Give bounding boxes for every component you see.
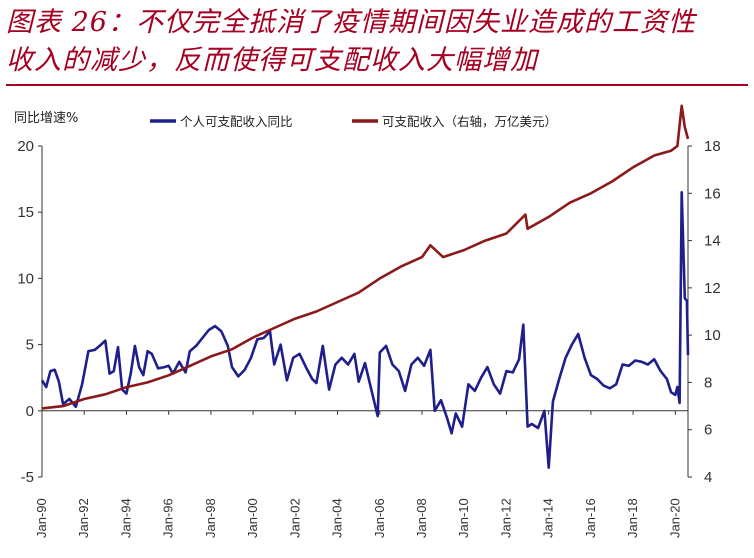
x-tick-label: Jan-02	[287, 498, 302, 538]
y-right-tick-label: 14	[704, 233, 721, 250]
x-tick-label: Jan-20	[667, 498, 682, 538]
y-right-tick-label: 6	[704, 422, 712, 439]
series-line-disposable-income	[41, 104, 690, 410]
series-line-income-yoy	[40, 191, 690, 469]
y-left-tick-label: 5	[26, 337, 34, 354]
x-tick-label: Jan-96	[161, 498, 176, 538]
title-line-1: 图表 26：不仅完全抵消了疫情期间因失业造成的工资性	[6, 7, 696, 38]
series-group	[40, 104, 690, 469]
x-tick-label: Jan-06	[372, 498, 387, 538]
y-right-tick-label: 12	[704, 280, 721, 297]
x-tick-label: Jan-18	[625, 498, 640, 538]
title-rule	[6, 84, 748, 86]
x-tick-label: Jan-14	[541, 498, 556, 538]
y-left-tick-label: 0	[26, 403, 34, 420]
y-left-tick-label: 20	[17, 138, 34, 155]
y-right-tick-label: 16	[704, 185, 721, 202]
chart-title: 图表 26：不仅完全抵消了疫情期间因失业造成的工资性 收入的减少，反而使得可支配…	[6, 4, 750, 80]
x-tick-label: Jan-92	[76, 498, 91, 538]
x-tick-label: Jan-04	[330, 498, 345, 538]
y-right-tick-label: 18	[704, 138, 721, 155]
legend: 个人可支配收入同比 可支配收入（右轴，万亿美元）	[150, 114, 557, 129]
y-right-tick-label: 4	[704, 469, 712, 486]
y-left-tick-label: 15	[17, 204, 34, 221]
y-left-tick-label: 10	[17, 270, 34, 287]
y-right-tick-label: 8	[704, 374, 712, 391]
x-tick-label: Jan-94	[118, 498, 133, 538]
y-right-tick-label: 10	[704, 327, 721, 344]
y-left-tick-label: -5	[21, 469, 34, 486]
x-tick-label: Jan-08	[414, 498, 429, 538]
x-tick-label: Jan-00	[245, 498, 260, 538]
x-tick-label: Jan-10	[456, 498, 471, 538]
legend-label-income-yoy: 个人可支配收入同比	[180, 114, 293, 129]
axes: 20 15 10 5 0 -5 18 16 14 12 10 8 6 4 Jan-90 Jan-92 Jan-9…	[17, 138, 720, 538]
title-line-2: 收入的减少，反而使得可支配收入大幅增加	[6, 45, 538, 76]
x-tick-label: Jan-90	[34, 498, 49, 538]
y-axis-left-label: 同比增速%	[14, 111, 78, 126]
x-tick-label: Jan-16	[583, 498, 598, 538]
x-tick-label: Jan-98	[203, 498, 218, 538]
legend-label-disposable-income: 可支配收入（右轴，万亿美元）	[382, 114, 557, 129]
x-tick-label: Jan-12	[498, 498, 513, 538]
